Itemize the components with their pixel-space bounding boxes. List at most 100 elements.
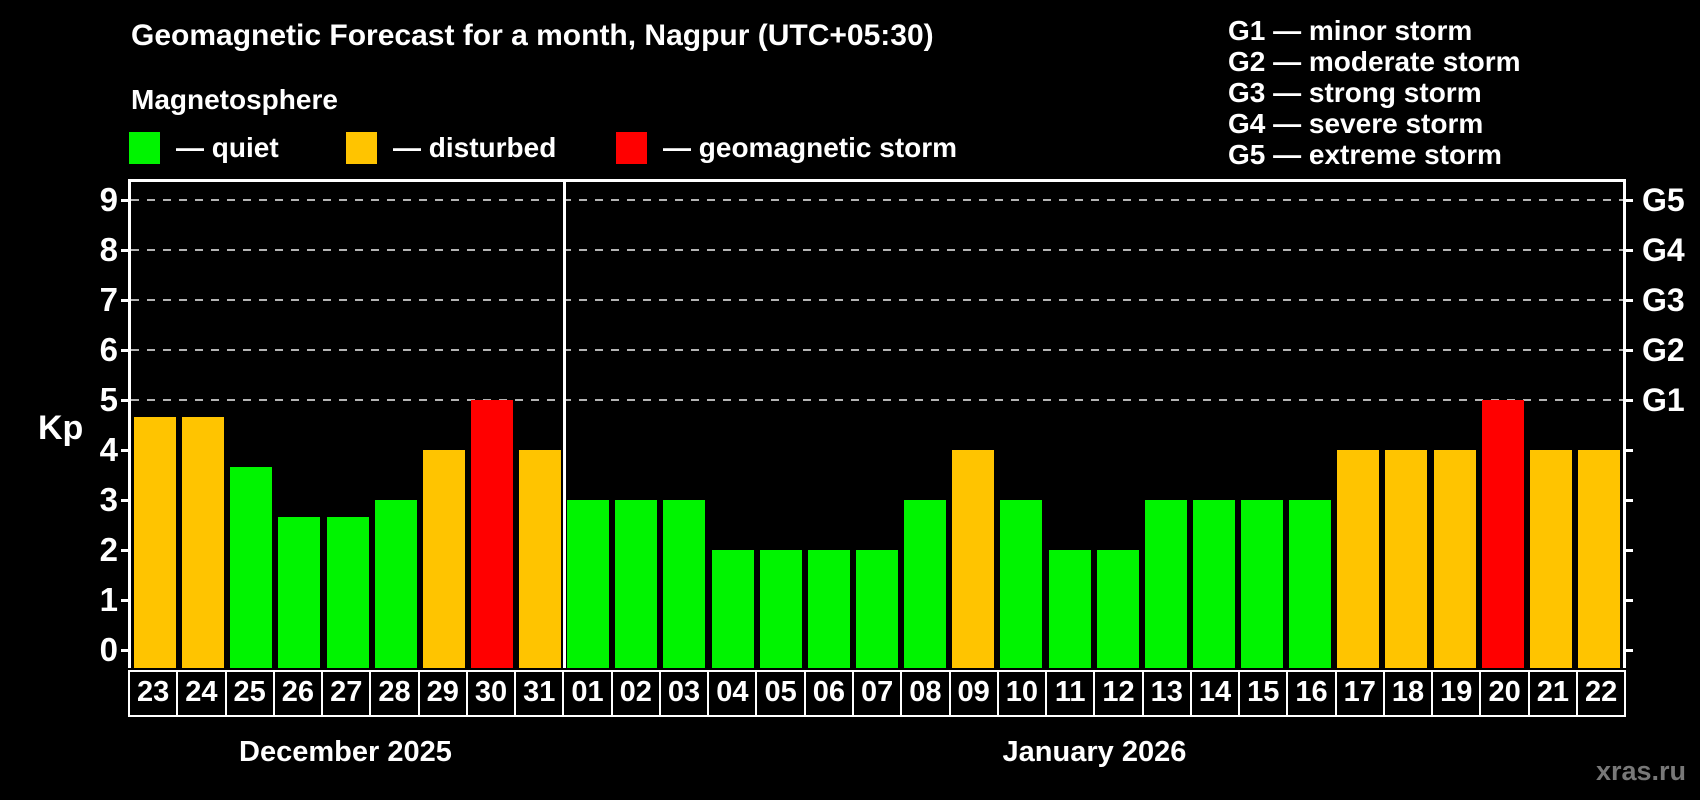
kp-bar [374,500,417,668]
day-label: 19 [1433,672,1480,715]
g-scale-legend: G1 — minor storm G2 — moderate storm G3 — … [1228,15,1521,170]
g-legend-line: G4 — severe storm [1228,108,1484,139]
g-axis-label-g3: G3 [1642,282,1685,318]
y-axis-tick-right [1623,449,1633,452]
day-label: 12 [1095,672,1142,715]
day-label: 05 [757,672,804,715]
kp-bar [1385,450,1428,668]
gridline-kp9 [131,199,1623,201]
legend-item-quiet: — quiet [129,132,279,164]
day-label: 15 [1240,672,1287,715]
day-label: 08 [902,672,949,715]
day-label: 20 [1481,672,1528,715]
month-axis: December 2025 January 2026 [128,736,1626,769]
day-axis: 23 24 25 26 27 28 29 30 31 01 02 03 04 05 06 07 08 09 10 11… [128,670,1626,717]
kp-bar [278,516,321,668]
kp-bar [904,500,947,668]
y-axis-tick-left [121,599,131,602]
day-label: 02 [612,672,659,715]
day-label: 25 [226,672,273,715]
kp-bar [1096,550,1139,668]
g-legend-line: G5 — extreme storm [1228,139,1502,170]
y-axis-tick-label: 0 [99,631,118,668]
gridline-kp6 [131,349,1623,351]
y-axis-tick-right [1623,249,1633,252]
kp-bar [230,466,273,668]
month-divider [562,182,566,668]
y-axis-tick-label: 1 [99,581,118,618]
month-label: December 2025 [239,736,452,768]
kp-bar [663,500,706,668]
y-axis-tick-label: 2 [99,531,118,568]
day-label: 09 [950,672,997,715]
kp-bar [807,550,850,668]
g-axis-label-g2: G2 [1642,332,1685,368]
kp-bar [326,516,369,668]
day-label: 29 [419,672,466,715]
day-label: 10 [998,672,1046,715]
y-axis-tick-right [1623,349,1633,352]
legend-swatch-disturbed-icon [346,132,377,164]
y-axis-tick-label: 7 [99,281,118,318]
y-axis-tick-left [121,199,131,202]
kp-bar [759,550,802,668]
legend-label: — geomagnetic storm [663,132,958,163]
y-axis-tick-left [121,299,131,302]
day-label: 06 [805,672,852,715]
y-axis-tick-label: 6 [99,331,118,368]
g-legend-line: G2 — moderate storm [1228,46,1521,77]
legend-item-disturbed: — disturbed [346,132,556,164]
legend-swatch-quiet-icon [129,132,160,164]
day-label: 17 [1336,672,1383,715]
y-axis-title: Kp [38,409,84,447]
watermark: xras.ru [1595,756,1686,786]
day-label: 11 [1047,672,1094,715]
gridline-kp7 [131,299,1623,301]
kp-bar [711,550,754,668]
legend-item-storm: — geomagnetic storm [616,132,957,164]
kp-bar [856,550,898,668]
plot-area [128,179,1626,668]
y-axis-tick-label: 9 [99,181,118,218]
y-axis-tick-label: 5 [99,381,118,418]
day-label: 28 [371,672,418,715]
day-label: 03 [660,672,708,715]
kp-bar [470,400,513,668]
kp-bar [952,450,995,668]
day-label: 01 [564,672,611,715]
status-legend: — quiet — disturbed — geomagnetic storm [0,132,1000,166]
day-label: 24 [178,672,225,715]
y-axis-tick-left [121,549,131,552]
chart-title: Geomagnetic Forecast for a month, Nagpur… [131,19,934,52]
day-label: 22 [1577,672,1625,715]
kp-bar [519,450,562,668]
y-axis-tick-right [1623,399,1633,402]
kp-bar [1048,550,1091,668]
g-legend-line: G3 — strong storm [1228,77,1482,108]
day-label: 13 [1143,672,1190,715]
day-label: 31 [516,672,563,715]
day-label: 16 [1288,672,1335,715]
kp-bar [1481,400,1524,668]
kp-bar [1289,500,1332,668]
gridline-kp8 [131,249,1623,251]
y-axis-tick-left [121,399,131,402]
legend-label: — disturbed [393,132,557,163]
g-axis-label-g5: G5 [1642,182,1685,218]
kp-bar [1433,450,1476,668]
day-label: 27 [323,672,370,715]
day-label: 21 [1529,672,1576,715]
y-axis-tick-right [1623,599,1633,602]
kp-bar [1529,450,1572,668]
g-axis-label-g1: G1 [1642,382,1685,418]
legend-label: — quiet [176,132,279,163]
kp-bar [1144,500,1187,668]
y-axis-tick-left [121,449,131,452]
day-label: 18 [1384,672,1432,715]
kp-bar [615,500,658,668]
y-axis-tick-label: 3 [99,481,118,518]
kp-bar [1337,450,1380,668]
day-label: 23 [130,672,177,715]
kp-bar [134,416,177,668]
day-label: 26 [274,672,322,715]
